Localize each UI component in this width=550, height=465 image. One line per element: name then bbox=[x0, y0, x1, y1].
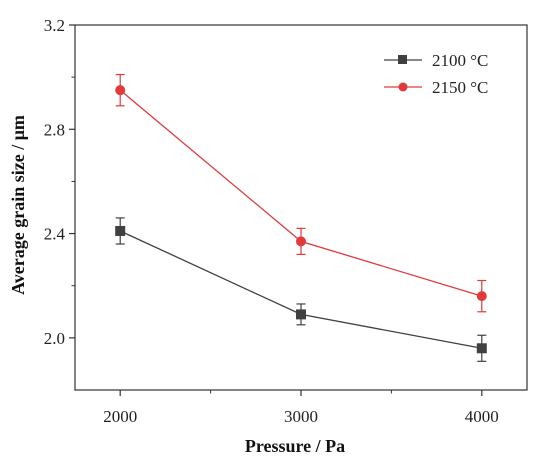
y-tick-label: 2.8 bbox=[44, 120, 65, 139]
legend-marker-circle bbox=[398, 82, 408, 92]
legend-marker-square bbox=[398, 55, 407, 64]
data-point bbox=[476, 343, 487, 354]
data-point bbox=[115, 85, 126, 96]
legend-label-2150: 2150 °C bbox=[432, 78, 488, 97]
y-tick-label: 2.4 bbox=[44, 225, 66, 244]
data-point bbox=[296, 236, 306, 247]
x-axis-title: Pressure / Pa bbox=[245, 436, 345, 456]
legend: 2100 °C 2150 °C bbox=[384, 51, 488, 97]
x-tick-label: 4000 bbox=[465, 407, 499, 426]
y-axis-title: Average grain size / μm bbox=[8, 115, 28, 295]
legend-label-2100: 2100 °C bbox=[432, 51, 488, 70]
data-point bbox=[296, 309, 306, 320]
y-tick-label: 3.2 bbox=[44, 16, 65, 35]
series-layer bbox=[115, 73, 487, 362]
y-tick-label: 2.0 bbox=[44, 329, 65, 348]
x-tick-label: 3000 bbox=[284, 407, 318, 426]
ticks: 2000 3000 4000 2.0 2.4 2.8 3.2 bbox=[44, 16, 499, 426]
legend-item-2100: 2100 °C bbox=[384, 51, 488, 70]
legend-item-2150: 2150 °C bbox=[384, 78, 488, 97]
x-tick-label: 2000 bbox=[103, 407, 137, 426]
series-2100 bbox=[115, 217, 487, 362]
data-point bbox=[115, 225, 126, 236]
series-line bbox=[119, 89, 482, 297]
series-2150 bbox=[115, 73, 487, 313]
data-point bbox=[476, 291, 487, 302]
